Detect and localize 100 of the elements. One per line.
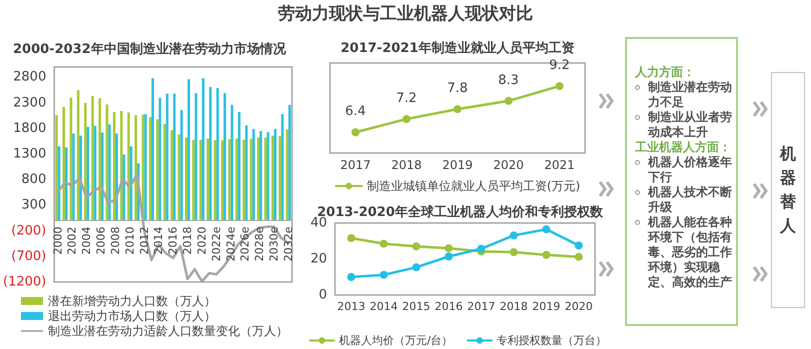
point: [504, 96, 512, 105]
bar: [158, 98, 162, 221]
legend-label: 专利授权数量（万台）: [496, 334, 607, 347]
point: [542, 250, 550, 259]
text: 劳动力现状与工业机器人现状对比: [277, 3, 534, 25]
text: 人力方面：: [635, 65, 696, 80]
x-tick-label: 2010: [123, 226, 136, 255]
point: [510, 248, 518, 256]
legend-label: 制造业城镇单位就业人员平均工资(万元): [366, 179, 580, 193]
bar: [142, 114, 144, 221]
point: [454, 105, 462, 114]
bar: [148, 117, 152, 221]
data-label: 8.3: [498, 72, 519, 88]
x-tick-label: 2014: [370, 300, 398, 313]
legend-label: 潜在新增劳动力人口数（万人）: [48, 294, 216, 308]
x-tick-label: 2015: [402, 300, 430, 313]
bar: [76, 90, 80, 221]
x-tick-label: 2008: [108, 226, 122, 255]
bar: [170, 130, 174, 221]
y-tick-label: 2300: [13, 95, 46, 110]
bar: [65, 147, 68, 221]
bar: [122, 154, 126, 221]
x-tick-label: 2022e: [210, 226, 223, 262]
x-tick-label: 2000: [51, 226, 64, 255]
text: 机器替人: [780, 143, 796, 237]
point: [352, 128, 360, 136]
bar: [127, 112, 130, 221]
x-tick-label: 2020: [195, 226, 208, 255]
point: [347, 234, 356, 242]
data-label: 6.4: [345, 104, 366, 120]
bar: [288, 104, 291, 221]
bar: [72, 134, 75, 221]
data-label: 7.2: [396, 91, 417, 106]
text: 制造业从业者劳动成本上升: [648, 110, 733, 140]
y-tick-label: 300: [21, 198, 46, 213]
bar: [271, 136, 274, 221]
x-tick-label: 2006: [94, 226, 108, 255]
point: [412, 263, 420, 272]
point: [380, 270, 388, 279]
bar: [278, 136, 282, 221]
bar: [274, 128, 277, 221]
bar: [264, 138, 267, 221]
bar: [163, 124, 166, 221]
x-tick-label: 2016: [434, 300, 463, 313]
point: [556, 82, 564, 90]
bar: [112, 112, 116, 221]
bar: [238, 112, 240, 221]
bar: [156, 119, 159, 221]
x-tick-label: 2016: [166, 226, 180, 255]
x-tick-label: 2014: [152, 226, 166, 255]
x-tick-label: 2018: [500, 300, 528, 313]
bar: [152, 78, 154, 221]
x-tick-label: 2018: [181, 226, 194, 255]
data-label: 7.8: [447, 81, 468, 96]
legend-label: 退出劳动力市场人口数（万人）: [48, 309, 216, 323]
data-label: 9.2: [549, 58, 570, 74]
point: [574, 252, 583, 261]
bar: [70, 98, 72, 221]
x-tick-label: 2026e: [238, 226, 252, 262]
text: 制造业潜在劳动力不足: [648, 80, 733, 110]
y-tick-label: (200): [11, 223, 46, 238]
bar: [199, 140, 202, 221]
bar: [173, 94, 176, 221]
x-tick-label: 2004: [80, 226, 94, 255]
bar: [194, 93, 198, 221]
bar: [257, 138, 260, 221]
point: [347, 273, 356, 281]
bar: [180, 110, 183, 221]
bar: [108, 124, 111, 221]
x-tick-label: 2012: [138, 226, 151, 255]
bar: [206, 138, 210, 221]
bar: [86, 126, 90, 221]
bar: [224, 93, 226, 221]
bar: [216, 88, 219, 221]
x-tick-label: 2017: [467, 300, 496, 313]
bar: [214, 140, 216, 221]
point: [477, 244, 486, 253]
bar: [281, 114, 284, 221]
y-tick-label: (700): [11, 248, 46, 264]
y-tick-label: 800: [21, 172, 46, 188]
bar: [106, 104, 108, 221]
bar: [192, 140, 195, 221]
bar: [84, 102, 87, 221]
bar: [188, 79, 190, 221]
bar: [98, 98, 102, 221]
bar: [58, 146, 60, 221]
bar: [286, 129, 288, 221]
x-tick-label: 2019: [442, 158, 473, 172]
bar: [252, 128, 255, 221]
point: [542, 225, 550, 234]
y-tick-label: 2800: [13, 70, 46, 85]
y-tick-label: (1200): [2, 274, 46, 290]
bar: [202, 78, 204, 221]
text: 机器人能在各种环境下（包括有毒、恶劣的工作环境）实现稳定、高效的生产: [648, 215, 733, 290]
bar: [185, 138, 188, 221]
y-tick-label: 20: [310, 252, 327, 266]
chart-title: 2000-2032年中国制造业潜在劳动力市场情况: [13, 41, 287, 57]
bar: [134, 115, 138, 221]
bar: [266, 132, 270, 221]
point: [412, 242, 420, 250]
